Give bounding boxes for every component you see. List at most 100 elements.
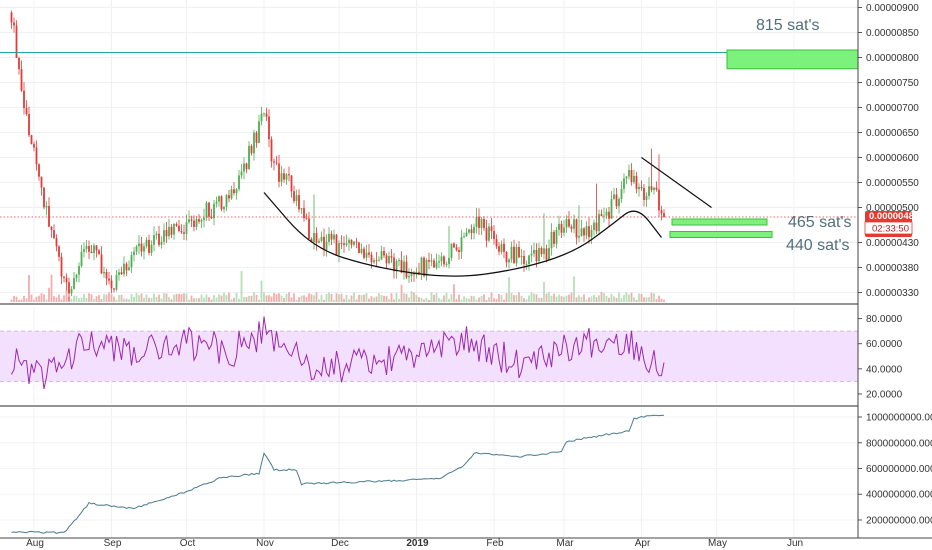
- rsi-axis-label: 60.0000: [866, 339, 903, 350]
- candle-body: [453, 243, 455, 248]
- volume-bar: [483, 294, 485, 302]
- candle-body: [520, 255, 523, 258]
- candle-body: [560, 223, 563, 233]
- volume-bar: [353, 292, 355, 302]
- candle-body: [103, 271, 105, 274]
- volume-bar: [40, 293, 43, 302]
- candle-body: [128, 267, 130, 271]
- candle-body: [273, 161, 275, 163]
- current-price-badge[interactable]: 0.00000481 02:33:50: [864, 211, 920, 237]
- target-zone-sat440[interactable]: [669, 231, 773, 238]
- volume-bar: [275, 294, 278, 302]
- candle-body: [278, 163, 280, 182]
- volume-bar: [293, 293, 295, 302]
- candle-body: [600, 214, 603, 217]
- candle-body: [468, 229, 470, 233]
- candle-body: [300, 208, 303, 210]
- volume-bar: [218, 294, 220, 302]
- candle-body: [498, 246, 500, 252]
- volume-bar: [273, 293, 275, 302]
- rounded-bottom-curve[interactable]: [263, 192, 663, 277]
- annotation-465-sats: 465 sat's: [788, 214, 852, 231]
- volume-bar: [573, 276, 575, 302]
- volume-bar: [135, 292, 138, 302]
- candle-body: [145, 239, 148, 247]
- panel-separators[interactable]: [0, 303, 858, 407]
- volume-bar: [325, 293, 328, 302]
- candle-body: [438, 261, 440, 263]
- candle-body: [343, 243, 345, 245]
- volume-bar: [125, 298, 128, 302]
- volume-bar: [338, 294, 340, 302]
- time-axis-label: Dec: [331, 538, 349, 549]
- rsi-panel: [11, 316, 665, 390]
- candle-body: [158, 233, 160, 245]
- volume-bar: [380, 295, 383, 302]
- candle-body: [543, 248, 545, 255]
- obv-axis-label: 400000000.0000: [866, 490, 932, 501]
- candle-body: [90, 251, 93, 254]
- volume-bar: [420, 297, 423, 302]
- target-zone-sat465[interactable]: [671, 218, 768, 226]
- volume-bar: [228, 292, 230, 302]
- volume-bar: [480, 295, 483, 302]
- candle-body: [610, 199, 613, 219]
- candle-body: [583, 228, 585, 236]
- volume-bar: [45, 299, 48, 302]
- candle-body: [548, 248, 550, 260]
- rsi-axis-label: 40.0000: [866, 364, 903, 375]
- volume-bar: [255, 294, 258, 302]
- candle-body: [105, 271, 108, 279]
- candle-body: [568, 219, 570, 227]
- volume-bar: [493, 298, 495, 302]
- volume-bar: [235, 292, 238, 302]
- volume-bar: [260, 280, 263, 302]
- candle-body: [65, 277, 68, 283]
- volume-bar: [443, 295, 445, 302]
- candle-body: [55, 238, 58, 247]
- volume-bar: [468, 298, 470, 302]
- volume-bar: [20, 299, 23, 302]
- candle-body: [370, 254, 373, 263]
- volume-bar: [268, 295, 270, 302]
- time-axis-label: Nov: [256, 538, 274, 549]
- candle-body: [545, 248, 548, 260]
- volume-bar: [535, 294, 538, 302]
- target-zone-sat815[interactable]: [726, 49, 859, 70]
- volume-bar: [465, 298, 468, 302]
- descending-trendline[interactable]: [641, 157, 712, 208]
- volume-bar: [33, 299, 35, 302]
- price-axis-label: 0.00000750: [866, 78, 919, 89]
- volume-bar: [103, 294, 105, 302]
- candle-body: [98, 250, 100, 255]
- candle-body: [330, 233, 333, 240]
- volume-bar: [203, 297, 205, 302]
- candle-body: [553, 231, 555, 244]
- volume-bar: [320, 295, 323, 302]
- volume-bar: [30, 294, 33, 302]
- candle-body: [48, 205, 50, 227]
- candle-body: [295, 195, 298, 202]
- candle-body: [155, 233, 158, 236]
- volume-bar: [558, 294, 560, 302]
- candle-body: [618, 198, 620, 207]
- volume-bar: [93, 298, 95, 302]
- candle-body: [123, 263, 125, 275]
- candle-body: [325, 241, 328, 250]
- volume-bar: [565, 295, 568, 302]
- volume-bar: [553, 293, 555, 302]
- volume-bar: [193, 298, 195, 302]
- volume-bar: [658, 295, 660, 302]
- candle-body: [75, 274, 78, 279]
- volume-bar: [83, 293, 85, 302]
- volume-bar: [400, 284, 403, 302]
- volume-bar: [555, 296, 558, 302]
- candle-body: [658, 189, 660, 211]
- candle-body: [643, 187, 645, 200]
- volume-bar: [413, 292, 415, 302]
- candle-body: [353, 241, 355, 245]
- volume-bar: [245, 296, 248, 302]
- candle-body: [480, 219, 483, 228]
- volume-bar: [628, 294, 630, 302]
